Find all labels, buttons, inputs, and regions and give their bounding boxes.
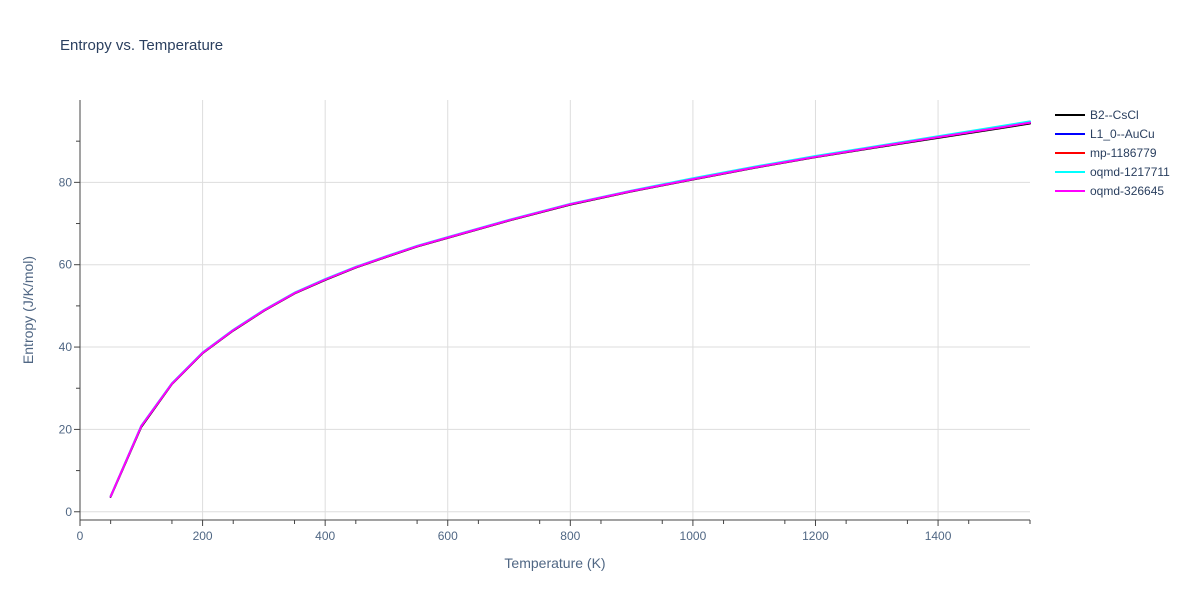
chart-title: Entropy vs. Temperature xyxy=(60,37,223,54)
tick-labels: 0 200 400 600 800 1000 1200 1400 0 20 40 60 80 xyxy=(59,175,952,543)
x-tick-label: 1200 xyxy=(802,529,829,543)
x-tick-label: 800 xyxy=(560,529,580,543)
x-tick-label: 200 xyxy=(193,529,213,543)
y-tick-label: 20 xyxy=(59,422,73,436)
y-axis-label: Entropy (J/K/mol) xyxy=(20,256,36,364)
plot-area xyxy=(109,120,1031,498)
legend-item-label: oqmd-326645 xyxy=(1090,184,1164,198)
x-tick-label: 0 xyxy=(77,529,84,543)
x-tick-label: 600 xyxy=(438,529,458,543)
grid xyxy=(80,100,1030,520)
legend-item-label: L1_0--AuCu xyxy=(1090,127,1155,141)
x-tick-label: 400 xyxy=(315,529,335,543)
y-tick-label: 40 xyxy=(59,340,73,354)
legend-item-label: mp-1186779 xyxy=(1090,146,1157,160)
y-tick-label: 80 xyxy=(59,175,73,189)
y-tick-label: 60 xyxy=(59,258,73,272)
series-line-4 xyxy=(109,121,1031,498)
axes xyxy=(74,100,1031,526)
x-tick-label: 1400 xyxy=(925,529,952,543)
y-tick-label: 0 xyxy=(65,505,72,519)
legend-item-label: oqmd-1217711 xyxy=(1090,165,1170,179)
legend: B2--CsCl L1_0--AuCu mp-1186779 oqmd-1217711… xyxy=(1055,108,1170,198)
x-axis-label: Temperature (K) xyxy=(504,555,605,571)
x-tick-label: 1000 xyxy=(680,529,707,543)
legend-item-label: B2--CsCl xyxy=(1090,108,1139,122)
